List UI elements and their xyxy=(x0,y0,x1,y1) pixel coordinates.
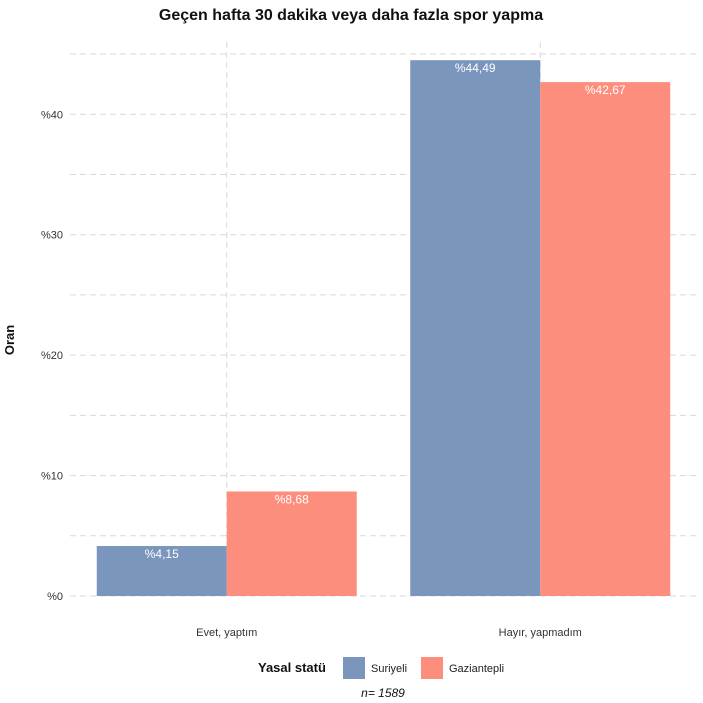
y-axis-label: Oran xyxy=(2,325,17,355)
legend-swatch xyxy=(421,657,443,679)
chart-caption: n= 1589 xyxy=(361,686,405,700)
data-label: %8,68 xyxy=(275,492,309,506)
data-label: %42,67 xyxy=(585,83,626,97)
y-tick-label: %40 xyxy=(41,109,63,121)
y-tick-label: %10 xyxy=(41,471,63,483)
bar xyxy=(540,82,671,596)
chart-title: Geçen hafta 30 dakika veya daha fazla sp… xyxy=(159,7,543,24)
legend-entry: Suriyeli xyxy=(371,663,407,675)
legend: Yasal statü Suriyeli Gaziantepli xyxy=(258,657,504,679)
legend-entry: Gaziantepli xyxy=(449,663,504,675)
bar xyxy=(410,60,541,596)
y-tick-label: %30 xyxy=(41,230,63,242)
bar xyxy=(226,491,357,596)
x-tick-label: Hayır, yapmadım xyxy=(499,627,582,639)
data-label: %44,49 xyxy=(455,61,496,75)
legend-swatch xyxy=(343,657,365,679)
legend-title: Yasal statü xyxy=(258,660,326,675)
x-tick-label: Evet, yaptım xyxy=(196,627,257,639)
ticks-layer: %0 %10 %20 %30 %40 Evet, yaptım Hayır, yapmadı… xyxy=(41,109,582,639)
y-tick-label: %0 xyxy=(47,591,63,603)
bars-layer: %4,15 %8,68 %44,49 %42,67 xyxy=(96,60,671,596)
bar xyxy=(96,546,227,596)
data-label: %4,15 xyxy=(145,547,179,561)
y-tick-label: %20 xyxy=(41,350,63,362)
